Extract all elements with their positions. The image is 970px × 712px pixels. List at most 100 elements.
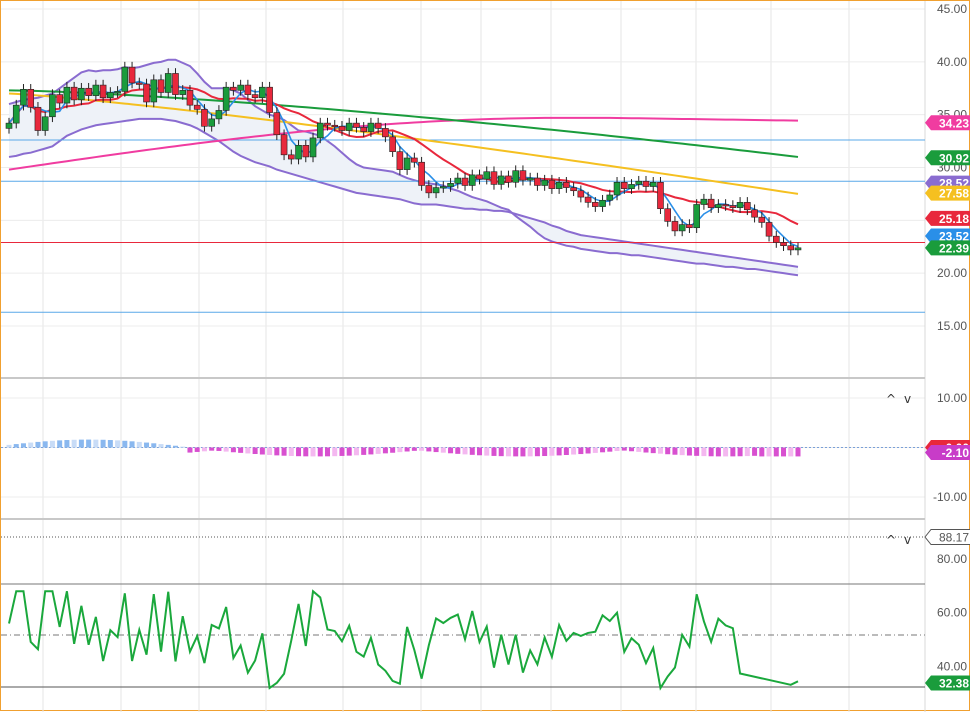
rsi-level-tag-shape (924, 529, 970, 545)
macd-bar (93, 439, 99, 448)
macd-bar (144, 442, 150, 448)
macd-bar (411, 447, 417, 451)
candle-body (85, 87, 92, 96)
price-tag-label: 22.39 (939, 241, 969, 255)
candle-body (222, 86, 230, 111)
macd-bar (136, 441, 142, 448)
macd-bar (549, 447, 555, 456)
candle-body (34, 106, 42, 131)
macd-bar (723, 447, 729, 457)
candle-body (179, 90, 187, 95)
price-tick-label: 15.00 (937, 319, 967, 333)
macd-bar (281, 447, 287, 456)
candle-body (635, 180, 643, 185)
candle-body (143, 83, 150, 103)
sma-200-line (8, 89, 799, 158)
macd-bar (64, 440, 70, 448)
macd-bar (6, 444, 12, 448)
sma-100-line (8, 92, 799, 195)
macd-bar (766, 447, 772, 457)
candle-body (722, 204, 729, 207)
candle-body (657, 181, 664, 210)
candle-body (396, 151, 404, 170)
price-tag: 27.58 (925, 185, 970, 201)
expand-chevron-icon[interactable]: ^ (886, 392, 896, 406)
macd-bar (795, 447, 801, 457)
collapse-chevron-icon[interactable]: v (904, 533, 911, 547)
candle-body (309, 137, 317, 158)
macd-bar (397, 447, 403, 453)
candle-body (570, 187, 577, 192)
macd-bar (86, 439, 92, 448)
macd-bar (180, 446, 186, 448)
macd-bar (288, 447, 294, 456)
candle-body (744, 202, 751, 211)
sma-20-line (8, 80, 799, 248)
macd-bar (115, 440, 121, 448)
candle-body (172, 73, 179, 95)
price-tag-label: 25.18 (939, 212, 969, 226)
candle-body (476, 174, 483, 180)
candle-body (606, 194, 614, 201)
rsi-level-tag: 88.17 (924, 529, 970, 545)
candle-body (186, 90, 194, 106)
candle-body (483, 171, 491, 180)
sma-50-line (8, 85, 799, 226)
candle-body (780, 242, 787, 246)
rsi-tick-label: 40.00 (937, 660, 967, 674)
macd-bar (404, 447, 410, 452)
candle-body (649, 181, 657, 187)
macd-bar (267, 447, 273, 455)
candle-body (259, 86, 266, 99)
candle-body (563, 181, 570, 188)
candle-body (707, 198, 715, 208)
candle-body (497, 175, 505, 185)
candle-body (49, 94, 56, 118)
candle-body (461, 177, 469, 186)
macd-bar (657, 447, 663, 454)
macd-bar (194, 447, 200, 452)
price-tag-shape (925, 115, 970, 131)
candle-body (403, 157, 411, 170)
candle-body (288, 154, 295, 160)
candle-body (92, 84, 100, 96)
candle-body (201, 109, 208, 127)
macd-bar (505, 447, 511, 457)
macd-bar (310, 447, 316, 457)
candle-body (577, 190, 585, 198)
macd-bar (534, 447, 540, 457)
macd-histogram (6, 439, 801, 457)
candle-body (27, 89, 35, 108)
price-tick-label: 45.00 (937, 2, 967, 16)
price-tag-shape (925, 150, 970, 166)
price-tag-label: 23.52 (939, 229, 969, 243)
candle-body (360, 127, 367, 132)
macd-bar (245, 447, 251, 454)
price-tag: 30.92 (925, 150, 970, 166)
candle-body (56, 94, 63, 104)
expand-chevron-icon[interactable]: ^ (886, 533, 896, 547)
candle-body (599, 199, 606, 207)
candle-body (316, 122, 324, 139)
candle-body (374, 122, 382, 129)
price-tag: 34.23 (925, 115, 970, 130)
candle-body (468, 174, 476, 186)
collapse-chevron-icon[interactable]: v (904, 392, 911, 406)
macd-bar (448, 447, 454, 454)
candle-body (729, 205, 737, 208)
price-tag-shape (925, 210, 970, 226)
candle-body (135, 82, 143, 85)
macd-bar (252, 447, 258, 454)
candles (5, 61, 802, 256)
macd-bar (730, 447, 736, 457)
price-tag: 25.18 (925, 210, 970, 226)
price-tag-shape (925, 228, 970, 244)
candle-body (555, 181, 563, 189)
candle-body (548, 179, 556, 189)
price-tag-shape (925, 240, 970, 256)
macd-bar (238, 447, 244, 453)
candle-body (20, 89, 27, 106)
price-tag-label: 30.92 (939, 151, 969, 165)
macd-bar (324, 447, 330, 457)
